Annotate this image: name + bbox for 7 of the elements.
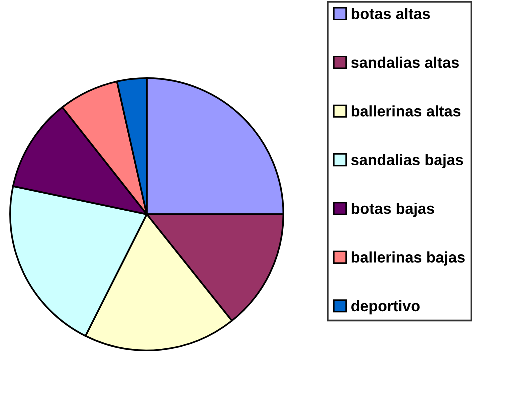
legend-label: sandalias altas: [351, 56, 459, 68]
legend-label: botas bajas: [352, 202, 434, 218]
legend-label: ballerinas bajas: [352, 252, 465, 266]
legend-label: deportivo: [352, 300, 420, 315]
legend-label: ballerinas altas: [352, 106, 461, 117]
legend-label: botas altas: [352, 8, 430, 20]
legend-label: sandalias bajas: [351, 154, 464, 169]
